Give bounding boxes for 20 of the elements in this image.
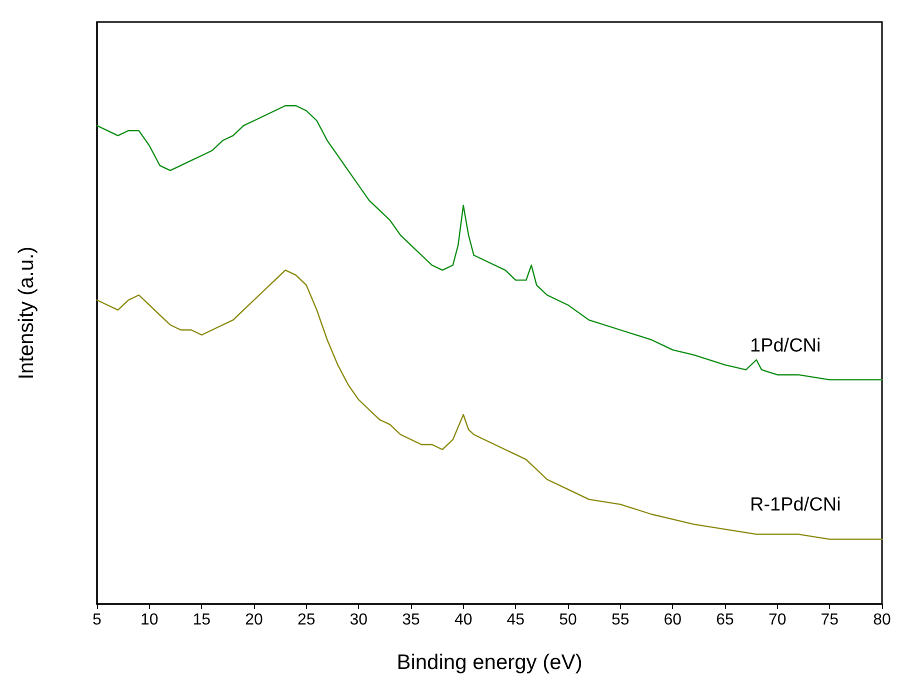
x-tick-label: 5 <box>92 612 102 628</box>
x-tick-label: 15 <box>192 612 211 628</box>
x-tick-label: 55 <box>611 612 630 628</box>
x-tick-label: 30 <box>350 612 368 628</box>
x-tick-label: 45 <box>506 612 525 628</box>
x-tick-label: 10 <box>140 612 158 628</box>
x-tick-label: 80 <box>873 612 891 628</box>
x-tick-label: 20 <box>245 612 263 628</box>
series-label: 1Pd/CNi <box>750 335 821 356</box>
x-tick-label: 70 <box>768 612 786 628</box>
x-tick-label: 25 <box>297 612 316 628</box>
y-axis-title: Intensity (a.u.) <box>15 246 38 380</box>
x-tick-label: 75 <box>820 612 839 628</box>
x-tick-label: 35 <box>402 612 420 628</box>
series-label: R-1Pd/CNi <box>750 494 841 516</box>
x-axis-title: Binding energy (eV) <box>396 651 582 674</box>
x-tick-label: 40 <box>454 612 472 628</box>
x-tick-label: 60 <box>664 612 682 628</box>
x-tick-label: 65 <box>716 612 734 628</box>
x-tick-label: 50 <box>559 612 577 628</box>
